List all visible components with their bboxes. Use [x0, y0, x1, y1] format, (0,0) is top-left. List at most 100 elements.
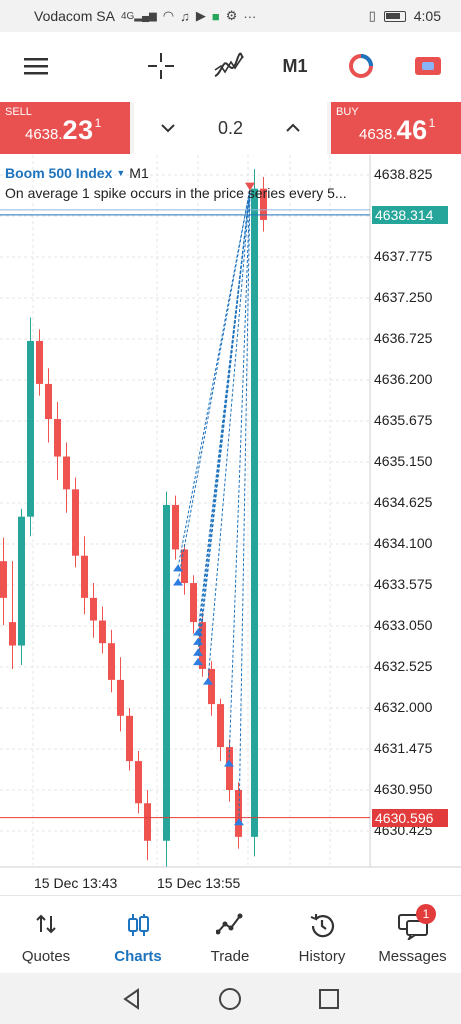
symbol-dropdown-icon[interactable]: ▼	[116, 168, 126, 178]
candle-body	[235, 790, 242, 837]
indicators-button[interactable]	[212, 50, 246, 82]
price-label: 4636.725	[374, 330, 433, 346]
nav-history-label: History	[298, 948, 346, 965]
trade-icon	[184, 912, 276, 938]
sell-price-big: 23	[62, 115, 94, 145]
price-label: 4638.825	[374, 166, 433, 182]
carrier-name: Vodacom SA	[34, 8, 115, 24]
candle-body	[190, 583, 197, 623]
sell-label: SELL	[5, 106, 32, 118]
bid-price-tag: 4630.596	[372, 808, 448, 827]
ask-price-tag: 4638.314	[372, 205, 448, 224]
buy-arrow-icon	[193, 658, 203, 666]
settings-icon: ⚙	[225, 8, 238, 23]
buy-label: BUY	[336, 106, 359, 118]
buy-arrow-icon	[234, 818, 244, 826]
buy-price-main: 4638.	[359, 126, 397, 143]
price-label: 4635.675	[374, 412, 433, 428]
signal-icon: 4G▂▄▆	[120, 10, 157, 22]
buy-price: 4638. 46 1	[359, 115, 435, 146]
candle-body	[54, 419, 61, 457]
trade-connection-line	[238, 188, 251, 822]
candle-body	[144, 803, 151, 841]
sell-arrow-icon	[245, 182, 255, 191]
nav-messages[interactable]: 1 Messages	[364, 896, 461, 974]
candle-body	[36, 340, 43, 384]
candle-body	[260, 188, 267, 220]
recents-icon[interactable]	[317, 987, 341, 1011]
trade-connection-line	[228, 188, 251, 763]
chart-settings-icon	[349, 54, 373, 78]
clock: 4:05	[413, 8, 441, 24]
nav-history[interactable]: History	[276, 896, 368, 974]
home-icon[interactable]	[218, 987, 242, 1011]
chart-canvas[interactable]	[0, 155, 461, 895]
nav-trade-label: Trade	[210, 948, 250, 965]
network-type: 4G	[120, 10, 135, 22]
chart-title: Boom 500 Index ▼ M1	[5, 165, 149, 181]
timeframe-button[interactable]: M1	[278, 50, 312, 82]
candle-body	[18, 516, 25, 646]
trade-connection-line	[177, 188, 251, 582]
chevron-up-icon[interactable]	[285, 122, 301, 134]
buy-button[interactable]: BUY 4638. 46 1	[331, 102, 461, 154]
crosshair-icon	[148, 53, 174, 79]
time-label-0: 15 Dec 13:43	[34, 875, 118, 891]
candle-body	[45, 383, 52, 420]
nav-trade[interactable]: Trade	[184, 896, 276, 974]
price-label: 4633.575	[374, 576, 433, 592]
trade-panel-toggle[interactable]	[413, 50, 443, 82]
price-chart[interactable]: Boom 500 Index ▼ M1 On average 1 spike o…	[0, 155, 461, 895]
candle-body	[27, 340, 34, 517]
candle-body	[163, 504, 170, 841]
trade-panel-icon	[415, 57, 441, 75]
crosshair-button[interactable]	[145, 50, 177, 82]
candle-body	[208, 668, 215, 705]
sell-button[interactable]: SELL 4638. 23 1	[0, 102, 130, 154]
trade-panel: SELL 4638. 23 1 0.2 BUY 4638. 46 1	[0, 102, 461, 154]
buy-arrow-icon	[193, 637, 203, 645]
time-label-1: 15 Dec 13:55	[157, 875, 241, 891]
price-label: 4636.200	[374, 371, 433, 387]
symbol-name[interactable]: Boom 500 Index	[5, 165, 113, 181]
buy-price-big: 46	[396, 115, 428, 145]
buy-arrow-icon	[193, 628, 203, 636]
chart-timeframe: M1	[129, 165, 149, 181]
chart-settings-button[interactable]	[346, 50, 376, 82]
menu-button[interactable]	[20, 50, 52, 82]
lot-value[interactable]: 0.2	[217, 117, 244, 138]
candle-body	[81, 555, 88, 598]
messages-icon	[364, 912, 461, 940]
nav-charts-label: Charts	[114, 948, 162, 965]
back-icon[interactable]	[120, 987, 144, 1011]
candle-body	[217, 704, 224, 748]
menu-icon	[24, 58, 48, 75]
charts-icon	[92, 912, 184, 938]
status-bar: Vodacom SA 4G▂▄▆ ◠ ♫ ▶ ■ ⚙ ··· ▯ 4:05	[0, 0, 461, 32]
messages-badge: 1	[416, 904, 436, 924]
bottom-nav: Quotes Charts Trade History 1 Messages	[0, 895, 461, 973]
price-label: 4631.475	[374, 740, 433, 756]
candle-body	[126, 715, 133, 762]
chevron-down-icon[interactable]	[160, 122, 176, 134]
price-label: 4630.950	[374, 781, 433, 797]
candle-body	[90, 597, 97, 621]
candle-body	[135, 761, 142, 804]
nav-messages-label: Messages	[378, 948, 447, 965]
price-label: 4633.050	[374, 617, 433, 633]
nav-charts[interactable]: Charts	[92, 896, 184, 974]
candle-body	[226, 747, 233, 790]
candle-body	[199, 622, 206, 669]
history-icon	[276, 912, 368, 938]
trade-connection-line	[197, 188, 251, 662]
price-label: 4634.100	[374, 535, 433, 551]
sell-price: 4638. 23 1	[25, 115, 101, 146]
nav-quotes[interactable]: Quotes	[0, 896, 92, 974]
sell-price-main: 4638.	[25, 126, 63, 143]
symbol-description: On average 1 spike occurs in the price s…	[5, 185, 347, 201]
price-label: 4635.150	[374, 453, 433, 469]
price-label: 4632.525	[374, 658, 433, 674]
trade-connection-line	[207, 188, 251, 681]
candle-body	[0, 561, 7, 598]
candle-body	[9, 622, 16, 646]
